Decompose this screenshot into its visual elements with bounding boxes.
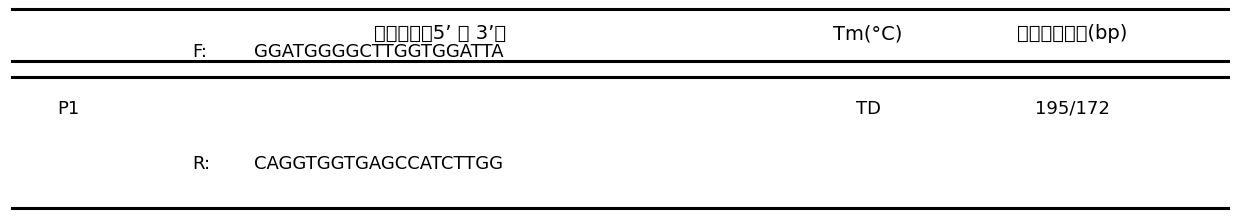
Text: 引物序列（5’ 到 3’）: 引物序列（5’ 到 3’） — [374, 24, 506, 43]
Text: GGATGGGGCTTGGTGGATTA: GGATGGGGCTTGGTGGATTA — [254, 43, 503, 61]
Text: F:: F: — [192, 43, 207, 61]
Text: TD: TD — [856, 100, 880, 117]
Text: P1: P1 — [57, 100, 79, 117]
Text: R:: R: — [192, 155, 211, 173]
Text: Tm(°C): Tm(°C) — [833, 24, 903, 43]
Text: CAGGTGGTGAGCCATCTTGG: CAGGTGGTGAGCCATCTTGG — [254, 155, 503, 173]
Text: 195/172: 195/172 — [1035, 100, 1110, 117]
Text: 扩增产物大小(bp): 扩增产物大小(bp) — [1017, 24, 1128, 43]
